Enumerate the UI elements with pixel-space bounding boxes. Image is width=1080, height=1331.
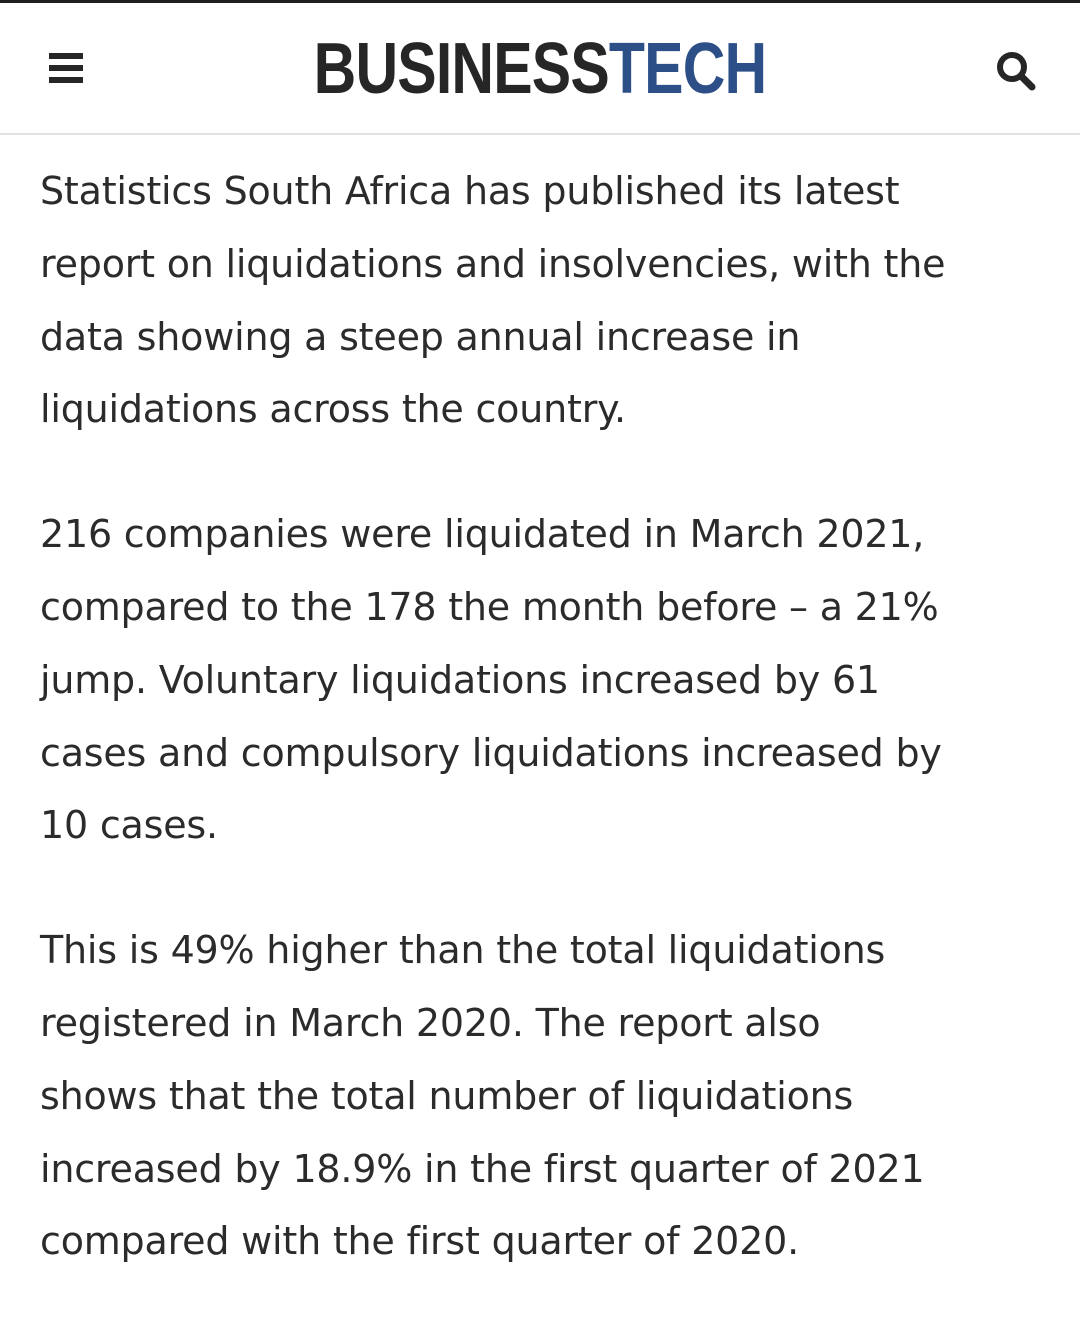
article-paragraph: This is 49% higher than the total liquid… <box>40 928 925 1264</box>
hamburger-menu-icon[interactable] <box>44 47 88 91</box>
article-paragraph: Statistics South Africa has published it… <box>40 169 946 432</box>
top-rule <box>0 0 1080 3</box>
search-icon-graphic <box>997 52 1036 91</box>
menu-bar <box>49 53 83 59</box>
article-paragraph: 216 companies were liquidated in March 2… <box>40 512 942 848</box>
site-header: BUSINESSTECH <box>0 3 1080 135</box>
article-body: Statistics South Africa has published it… <box>40 155 1050 1330</box>
search-icon[interactable] <box>990 45 1040 95</box>
site-logo[interactable]: BUSINESSTECH <box>97 29 983 109</box>
menu-bar <box>49 77 83 83</box>
menu-bar <box>49 65 83 71</box>
logo-business-text: BUSINESS <box>313 29 610 109</box>
logo-tech-text: TECH <box>608 29 767 109</box>
